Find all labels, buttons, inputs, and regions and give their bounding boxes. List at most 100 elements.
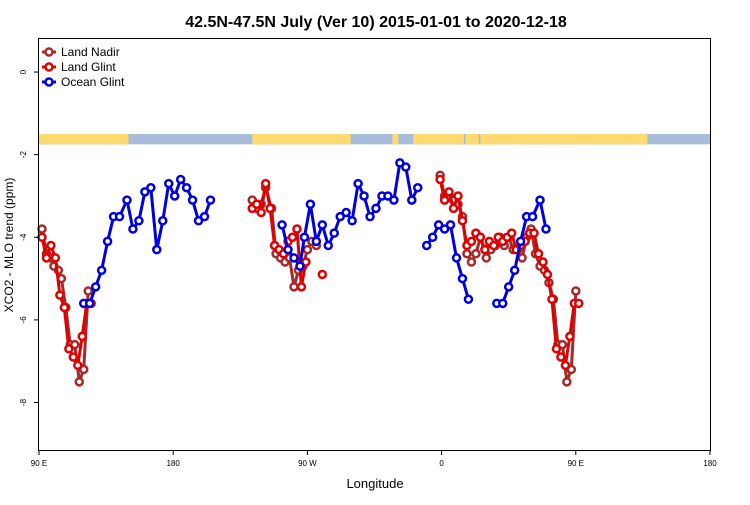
ocean-glint-point [383,191,393,201]
ocean-glint-point [295,261,305,271]
land-glint-point [475,232,486,243]
land-glint-point [292,224,302,234]
land-glint-point [37,232,47,243]
land-glint-point [480,244,490,255]
x-tick-label: 0 [439,459,444,468]
land-nadir-point [571,286,581,296]
ocean-glint-point [90,282,101,292]
ocean-glint-point [445,220,456,230]
legend-land-nadir-label: Land Nadir [61,45,120,59]
y-tick-label: -6 [19,316,28,324]
land-glint-point [77,331,87,342]
land-band-segment [264,134,266,145]
ocean-glint-point [347,215,357,226]
land-band-segment [531,134,536,145]
ocean-glint-point [305,199,316,209]
ocean-glint-point [401,162,411,172]
land-band-segment [605,134,611,145]
ocean-glint-point [187,195,198,205]
land-band-segment [614,134,620,145]
land-glint-point [542,269,553,280]
ocean-glint-point [84,298,95,309]
land-band-segment [39,134,123,145]
land-glint-point [46,240,56,251]
land-glint-point [317,269,328,280]
ocean-glint-point [457,273,468,284]
land-band-segment [596,134,602,145]
ocean-glint-point [140,187,150,197]
land-glint-point [533,249,544,259]
y-axis-label: XCO2 - MLO trend (ppm) [2,178,16,313]
ocean-glint-point [289,253,299,263]
land-glint-point [547,294,557,304]
ocean-glint-point [169,191,180,201]
land-band-segment [560,134,566,145]
ocean-glint-point [323,240,334,251]
land-band-segment [575,134,581,145]
ocean-glint-point [359,191,369,201]
land-nadir-point [37,224,47,234]
land-glint-point [301,257,311,267]
land-nadir-point [70,339,80,350]
ocean-glint-point [277,220,287,230]
land-glint-point [574,298,584,309]
ocean-glint-point [427,232,438,243]
land-glint-point [506,228,517,238]
land-nadir-point [557,339,568,350]
ocean-glint-point [341,207,351,218]
series-layer [37,158,584,387]
land-glint-point [453,191,463,201]
ocean-glint-point [535,195,545,205]
land-glint-point [489,240,499,251]
ocean-glint-point [389,195,399,205]
land-band-segment [623,134,628,145]
x-tick-label: 180 [703,459,717,468]
y-tick-label: 0 [19,69,28,74]
ocean-glint-point [353,178,363,189]
land-glint-point [439,195,450,205]
land-glint-point [529,228,539,238]
ocean-glint-point [515,236,526,247]
land-nadir-point [78,364,89,375]
land-glint-point [466,236,477,247]
land-glint-point [551,344,562,354]
ocean-glint-point [181,182,192,193]
land-band-segment [516,134,521,145]
legend-ocean-glint-label: Ocean Glint [61,75,125,89]
ocean-glint-point [407,195,417,205]
x-tick-label: 90 W [298,459,317,468]
land-glint-point [73,360,83,371]
ocean-band [39,134,710,145]
land-glint-point [50,253,61,263]
land-nadir-point [517,253,527,263]
ocean-glint-point [463,294,474,304]
land-glint-point [435,174,445,185]
land-band-segment [259,134,263,145]
x-axis-label: Longitude [346,476,403,491]
land-band-segment [123,134,126,145]
ocean-glint-point [527,211,538,222]
land-glint-point [256,207,266,218]
land-glint-point [444,187,454,197]
land-glint-point [260,178,271,189]
land-nadir-point [566,364,577,375]
ocean-glint-point [175,174,186,185]
land-band-segment [474,134,479,145]
ocean-glint-point [146,182,156,193]
land-band-segment [545,134,551,145]
ocean-glint-point [193,215,204,226]
land-nadir-point [481,253,492,263]
land-glint-point [64,344,74,354]
ocean-glint-point [199,211,210,222]
ocean-glint-point [96,265,107,276]
land-band-segment [638,134,643,145]
ocean-glint-point [433,220,444,230]
ocean-glint-point [329,228,339,238]
land-band-segment [252,134,351,145]
land-glint-point [287,232,298,243]
land-band-segment [493,134,499,145]
ocean-glint-point [158,215,168,226]
